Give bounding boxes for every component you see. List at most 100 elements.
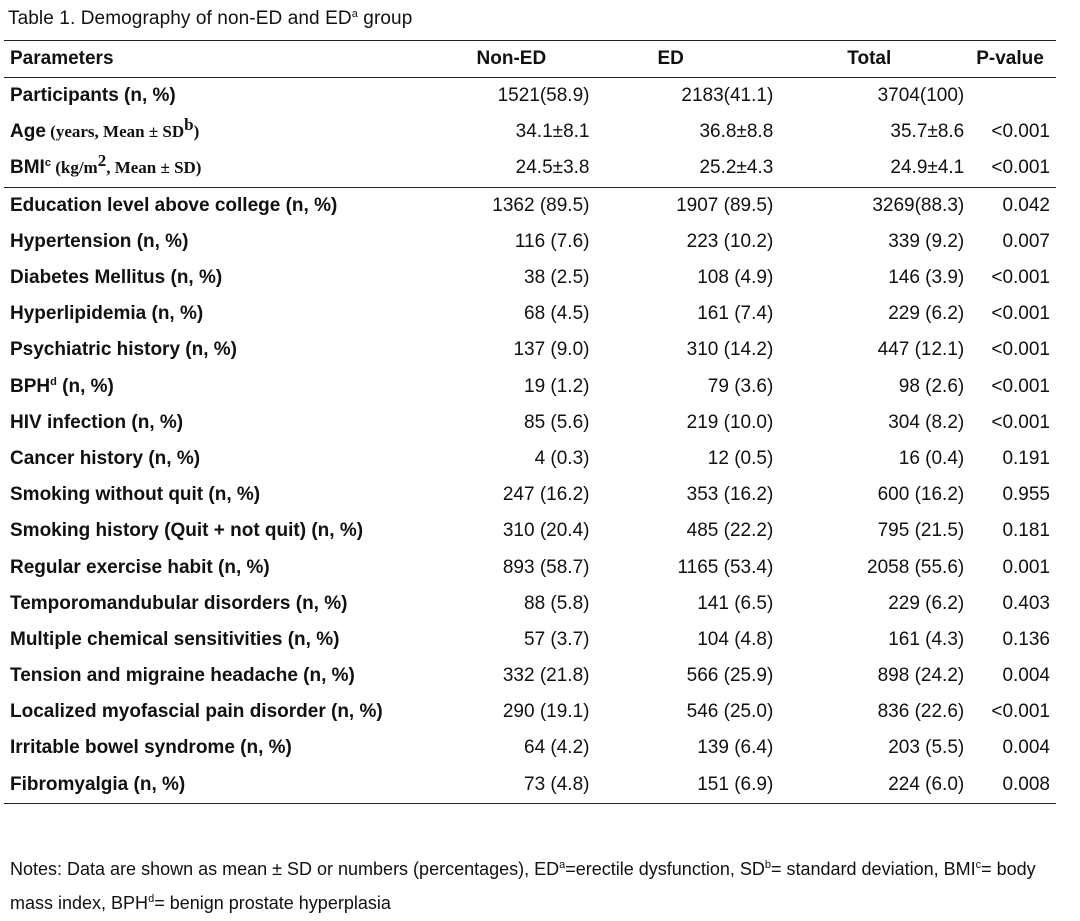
row-parameter-name-main-sup: c bbox=[44, 157, 51, 170]
row-parameter: Multiple chemical sensitivities (n, %) bbox=[10, 628, 340, 650]
row-ed-value: 223 (10.2) bbox=[686, 230, 774, 252]
row-parameter-name-main: Age bbox=[10, 121, 46, 143]
row-total-value: 161 (4.3) bbox=[888, 628, 965, 650]
row-total-value: 229 (6.2) bbox=[888, 303, 965, 325]
row-parameter-name-close: , Mean ± SD) bbox=[106, 158, 202, 178]
row-p-value: <0.001 bbox=[991, 411, 1050, 433]
table-row: Age (years, Mean ± SDb) 34.1±8.1 36.8±8.8 3… bbox=[4, 114, 1056, 150]
row-p-value bbox=[972, 78, 1056, 115]
table-row: BMIc (kg/m2, Mean ± SD) 24.5±3.8 25.2±4.3 2… bbox=[4, 150, 1056, 187]
row-p-value: 0.136 bbox=[1002, 628, 1050, 650]
row-ed-value: 104 (4.8) bbox=[697, 628, 774, 650]
row-ed-value: 139 (6.4) bbox=[697, 737, 774, 759]
row-ed-value: 1165 (53.4) bbox=[677, 556, 774, 578]
row-total-value: 98 (2.6) bbox=[898, 375, 965, 397]
row-parameter: BPHd (n, %) bbox=[4, 369, 465, 405]
row-ed-value: 310 (14.2) bbox=[686, 339, 774, 361]
row-ed-value: 353 (16.2) bbox=[686, 484, 774, 506]
header-parameters: Parameters bbox=[10, 48, 114, 69]
row-ed-value: 151 (6.9) bbox=[697, 773, 774, 795]
row-non-ed-value: 34.1±8.1 bbox=[515, 121, 590, 143]
row-parameter: Smoking without quit (n, %) bbox=[10, 484, 261, 506]
header-ed: ED bbox=[657, 48, 684, 69]
row-p-value: <0.001 bbox=[991, 121, 1050, 143]
row-total-value: 146 (3.9) bbox=[888, 267, 965, 289]
row-non-ed-value: 38 (2.5) bbox=[524, 267, 590, 289]
header-row: Parameters Non-ED ED Total P-value bbox=[4, 40, 1056, 78]
row-non-ed-value: 85 (5.6) bbox=[524, 411, 590, 433]
row-parameter: Participants (n, %) bbox=[10, 85, 176, 107]
notes-sup-3: c bbox=[975, 859, 982, 871]
row-ed-value: 161 (7.4) bbox=[697, 303, 774, 325]
row-parameter: Irritable bowel syndrome (n, %) bbox=[10, 737, 292, 759]
row-p-value: <0.001 bbox=[991, 701, 1050, 723]
row-ed-value: 485 (22.2) bbox=[686, 520, 774, 542]
row-total-value: 2058 (55.6) bbox=[867, 556, 965, 578]
row-ed-value: 546 (25.0) bbox=[686, 701, 774, 723]
row-parameter-name-main: BMI bbox=[10, 157, 45, 179]
row-total-value: 795 (21.5) bbox=[877, 520, 965, 542]
row-total-value: 447 (12.1) bbox=[877, 339, 965, 361]
row-parameter: Smoking history (Quit + not quit) (n, %) bbox=[10, 520, 364, 542]
row-ed-value: 25.2±4.3 bbox=[699, 157, 774, 179]
row-ed-value: 566 (25.9) bbox=[686, 665, 774, 687]
row-ed-value: 108 (4.9) bbox=[697, 267, 774, 289]
row-p-value: 0.181 bbox=[1002, 520, 1050, 542]
table-row: BPHd (n, %) 19 (1.2) 79 (3.6) 98 (2.6) <0.00… bbox=[4, 369, 1056, 405]
notes-sup-2: b bbox=[764, 859, 771, 871]
table-row: HIV infection (n, %) 85 (5.6) 219 (10.0) 30… bbox=[4, 405, 1056, 441]
row-p-value: 0.004 bbox=[1002, 737, 1050, 759]
table-row: Multiple chemical sensitivities (n, %) 57… bbox=[4, 622, 1056, 658]
notes-text-5: = benign prostate hyperplasia bbox=[154, 893, 391, 913]
row-parameter: Regular exercise habit (n, %) bbox=[10, 556, 270, 578]
row-parameter: Localized myofascial pain disorder (n, %… bbox=[10, 701, 383, 723]
row-non-ed-value: 1362 (89.5) bbox=[492, 194, 590, 216]
row-parameter: Diabetes Mellitus (n, %) bbox=[10, 267, 223, 289]
row-non-ed-value: 68 (4.5) bbox=[524, 303, 590, 325]
row-p-value: 0.004 bbox=[1002, 665, 1050, 687]
row-ed-value: 1907 (89.5) bbox=[676, 194, 774, 216]
row-total-value: 339 (9.2) bbox=[888, 230, 965, 252]
row-non-ed-value: 247 (16.2) bbox=[502, 484, 590, 506]
row-non-ed-value: 332 (21.8) bbox=[502, 665, 590, 687]
row-ed-value: 2183(41.1) bbox=[681, 85, 774, 107]
table-notes: Notes: Data are shown as mean ± SD or nu… bbox=[10, 852, 1070, 920]
row-p-value: <0.001 bbox=[991, 157, 1050, 179]
row-parameter-name-close: (n, %) bbox=[56, 375, 114, 397]
row-p-value: 0.955 bbox=[1002, 484, 1050, 506]
row-non-ed-value: 88 (5.8) bbox=[524, 592, 590, 614]
caption-sup: a bbox=[351, 8, 358, 20]
table-row: Psychiatric history (n, %) 137 (9.0) 310 (… bbox=[4, 332, 1056, 368]
row-parameter: Hypertension (n, %) bbox=[10, 230, 189, 252]
row-p-value: <0.001 bbox=[991, 375, 1050, 397]
row-ed-value: 36.8±8.8 bbox=[699, 121, 774, 143]
demography-table: Parameters Non-ED ED Total P-value Parti… bbox=[4, 40, 1056, 804]
row-total-value: 16 (0.4) bbox=[898, 447, 965, 469]
row-parameter: Education level above college (n, %) bbox=[10, 194, 338, 216]
row-p-value: 0.001 bbox=[1002, 556, 1050, 578]
row-parameter: Fibromyalgia (n, %) bbox=[10, 773, 186, 795]
row-total-value: 35.7±8.6 bbox=[890, 121, 965, 143]
notes-sup-4: d bbox=[148, 893, 155, 905]
row-ed-value: 79 (3.6) bbox=[707, 375, 774, 397]
row-non-ed-value: 1521(58.9) bbox=[497, 85, 590, 107]
notes-text-4: = body mass index, BPH bbox=[10, 859, 1036, 913]
row-p-value: 0.007 bbox=[1002, 230, 1050, 252]
row-total-value: 3269(88.3) bbox=[872, 194, 965, 216]
row-non-ed-value: 290 (19.1) bbox=[502, 701, 590, 723]
row-parameter: Age (years, Mean ± SDb) bbox=[4, 114, 465, 150]
table-caption: Table 1. Demography of non-ED and EDa gr… bbox=[8, 8, 412, 30]
row-non-ed-value: 4 (0.3) bbox=[534, 447, 590, 469]
row-total-value: 836 (22.6) bbox=[877, 701, 965, 723]
row-parameter: Tension and migraine headache (n, %) bbox=[10, 665, 355, 687]
table-row: Hyperlipidemia (n, %) 68 (4.5) 161 (7.4) 22… bbox=[4, 296, 1056, 332]
row-non-ed-value: 57 (3.7) bbox=[524, 628, 590, 650]
row-parameter-name-close: ) bbox=[193, 122, 200, 142]
table-row: Temporomandubular disorders (n, %) 88 (5.… bbox=[4, 586, 1056, 622]
table-row: Diabetes Mellitus (n, %) 38 (2.5) 108 (4.9… bbox=[4, 260, 1056, 296]
row-non-ed-value: 24.5±3.8 bbox=[515, 157, 590, 179]
row-non-ed-value: 893 (58.7) bbox=[502, 556, 590, 578]
notes-text-2: =erectile dysfunction, SD bbox=[565, 859, 765, 879]
notes-sup-1: a bbox=[559, 859, 566, 871]
table-row: Cancer history (n, %) 4 (0.3) 12 (0.5) 16 (… bbox=[4, 441, 1056, 477]
